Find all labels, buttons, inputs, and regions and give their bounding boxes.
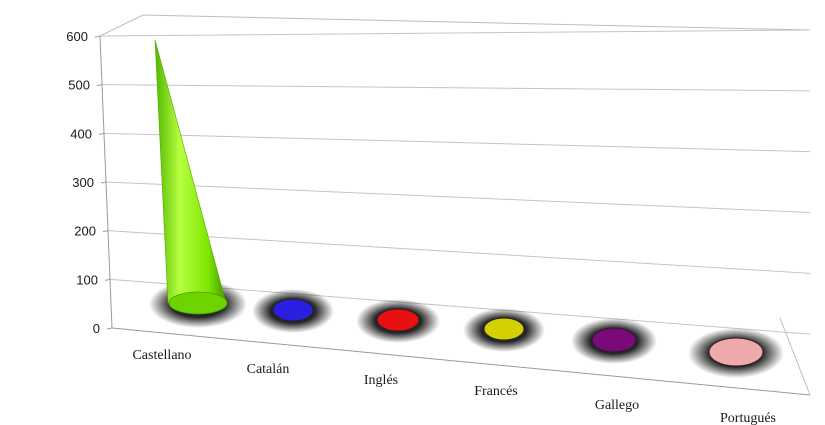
x-tick-label: Inglés [364,373,398,388]
x-tick-label: Francés [474,384,518,399]
cone-bar-inglés [376,308,420,332]
gridline [107,230,811,274]
cone-bar-castellano [154,39,227,304]
gridline [103,132,811,153]
gridline [99,29,811,37]
y-tick-label: 400 [70,126,92,141]
y-tick-mark [100,181,107,184]
x-tick-label: Catalán [247,362,290,377]
cone-bar-portugués [708,337,764,367]
back-wall-top-edge [142,14,811,31]
y-tick-label: 300 [72,175,94,190]
y-tick-mark [106,327,113,330]
y-tick-mark [94,35,101,38]
y-tick-label: 500 [68,78,90,93]
x-axis-line [111,327,811,396]
gridline [101,84,811,92]
y-axis-line [99,35,113,329]
back-wall-left-edge [99,14,144,37]
plot-frame [99,14,811,396]
cone-bar-catalán [272,298,314,322]
x-tick-label: Portugués [720,411,776,425]
y-tick-label: 100 [76,272,98,287]
y-tick-mark [96,84,103,87]
data-marks [149,39,784,378]
x-tick-label: Gallego [595,398,639,413]
y-tick-label: 0 [93,321,100,336]
y-tick-label: 200 [74,224,96,239]
y-axis: 0 100 200 300 400 500 600 [66,29,811,396]
cone-base [168,291,228,315]
y-tick-mark [98,132,105,135]
x-tick-label: Castellano [132,348,191,363]
gridline [105,181,811,213]
cone-bar-francés [483,317,525,341]
cone-bar-gallego [591,327,637,353]
x-axis-labels: Castellano Catalán Inglés Francés Gallego Por… [132,348,776,425]
y-tick-label: 600 [66,29,88,44]
y-tick-mark [104,278,111,281]
floor-right-edge [779,317,811,396]
y-tick-mark [102,230,109,233]
